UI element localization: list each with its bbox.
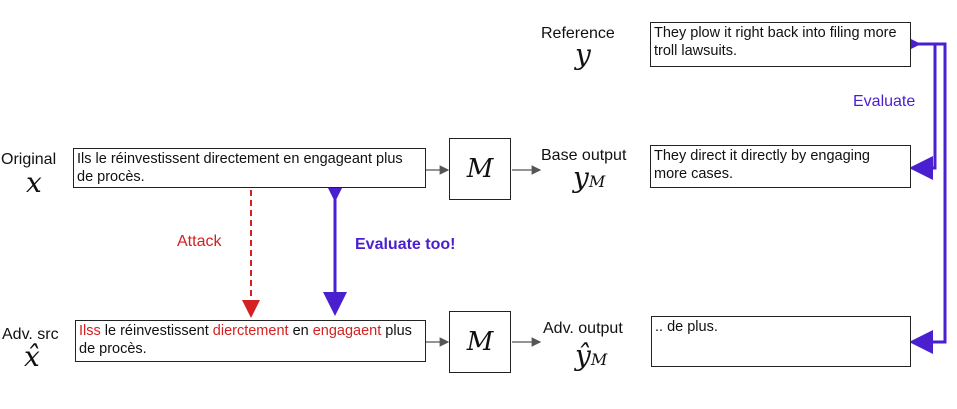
base-output-text-box: They direct it directly by engaging more… <box>650 145 911 188</box>
evaluate-label: Evaluate <box>853 93 916 110</box>
reference-label: Reference <box>541 25 615 42</box>
evaluate-bracket-top <box>897 32 937 180</box>
base-output-label: Base output <box>541 147 627 164</box>
adv-src-text-box: Ilss le réinvestissent dierctement en en… <box>75 320 426 362</box>
base-output-symbol: yM <box>573 161 606 194</box>
adv-src-label: Adv. src <box>2 326 59 343</box>
attack-label: Attack <box>177 233 222 250</box>
original-label: Original <box>1 151 57 168</box>
evaluate-too-label: Evaluate too! <box>355 236 456 253</box>
evaluate-bracket-bottom <box>909 42 947 354</box>
original-text-box: Ils le réinvestissent directement en eng… <box>73 148 426 188</box>
adv-output-label: Adv. output <box>543 320 623 337</box>
original-symbol: x <box>26 166 42 199</box>
reference-symbol: y <box>575 38 591 71</box>
reference-text-box: They plow it right back into filing more… <box>650 22 911 67</box>
adv-output-symbol: ŷM <box>575 339 608 372</box>
adv-src-symbol: x̂ <box>24 340 40 373</box>
model-box-top: M <box>449 138 511 200</box>
adv-output-text-box: .. de plus. <box>651 316 911 367</box>
model-box-bottom: M <box>449 311 511 373</box>
